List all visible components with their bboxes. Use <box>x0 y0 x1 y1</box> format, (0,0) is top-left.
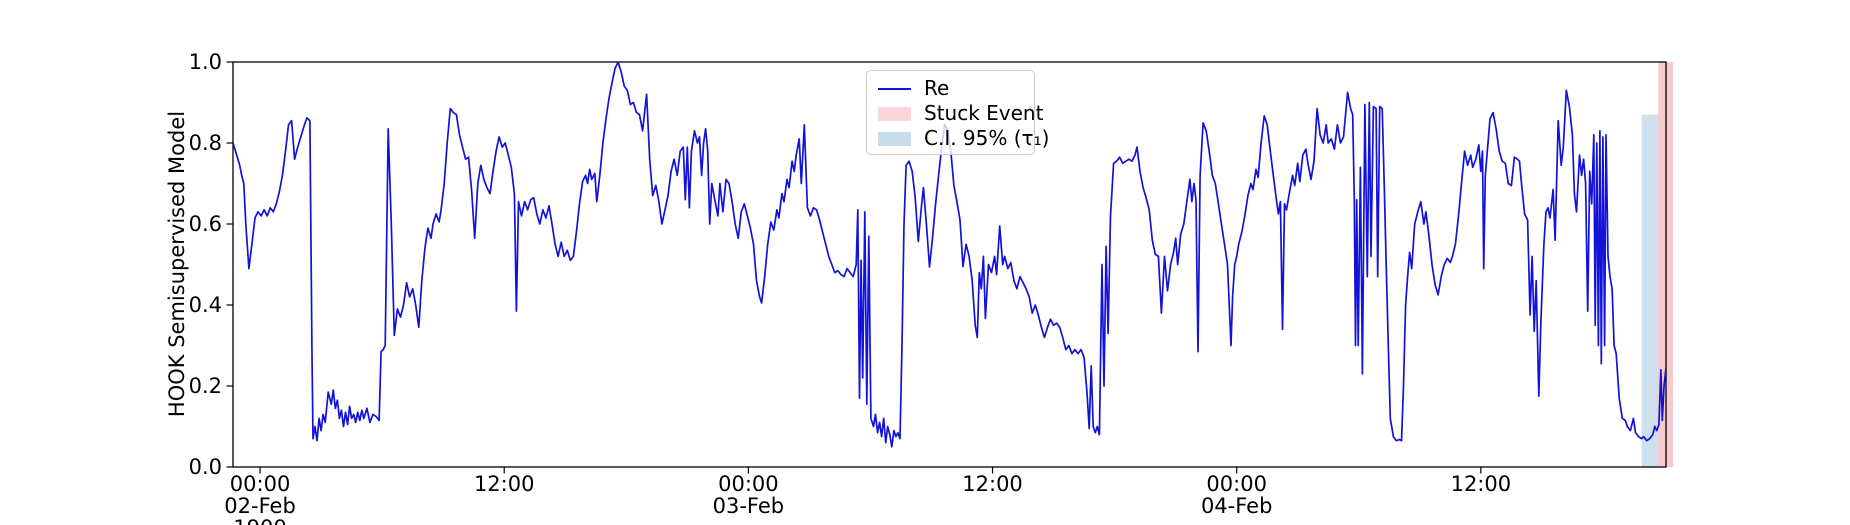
legend-label-ci: C.I. 95% (τ₁) <box>924 126 1050 150</box>
y-tick-label: 0.4 <box>188 293 222 317</box>
y-tick-label: 1.0 <box>188 50 222 74</box>
y-tick-label: 0.0 <box>188 455 222 479</box>
x-tick-label: 00:00 04-Feb <box>1200 472 1273 518</box>
axes-frame <box>232 61 1667 468</box>
legend: Re Stuck Event C.I. 95% (τ₁) <box>866 70 1049 155</box>
legend-entry-stuck-event: Stuck Event <box>878 101 1043 126</box>
x-tick-label: 00:00 03-Feb <box>712 472 785 518</box>
y-tick-label: 0.6 <box>188 212 222 236</box>
legend-line-swatch <box>878 87 911 90</box>
y-tick-label: 0.8 <box>188 131 222 155</box>
legend-entry-ci: C.I. 95% (τ₁) <box>878 126 1049 151</box>
x-tick-label: 12:00 <box>962 472 1023 496</box>
legend-entry-re: Re <box>878 76 1034 101</box>
y-axis-label: HOOK Semisupervised Model <box>165 110 189 418</box>
legend-stuck-event-swatch <box>878 106 911 121</box>
x-tick-label: 12:00 <box>1450 472 1512 496</box>
y-tick-label: 0.2 <box>188 374 222 398</box>
legend-label-re: Re <box>924 76 950 100</box>
legend-label-stuck-event: Stuck Event <box>924 101 1044 125</box>
re-series-line <box>233 62 1666 448</box>
legend-ci-swatch <box>878 131 911 146</box>
x-tick-label: 12:00 <box>473 472 535 496</box>
